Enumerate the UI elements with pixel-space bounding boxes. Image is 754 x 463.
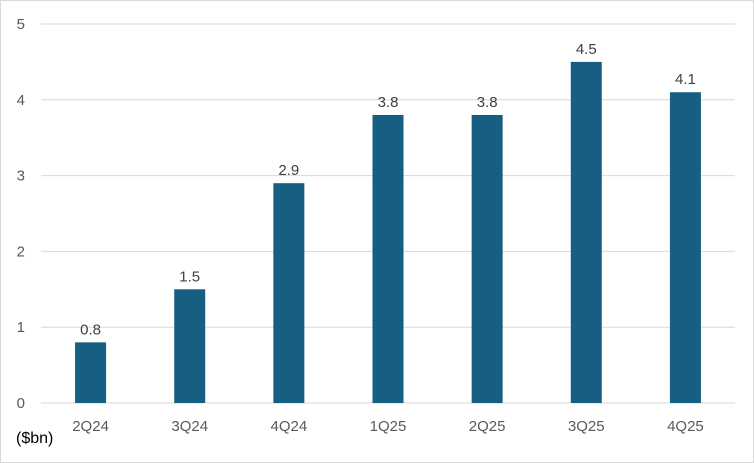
y-tick-label: 3 bbox=[17, 168, 25, 185]
y-tick-label: 4 bbox=[17, 92, 25, 109]
bar-4q24 bbox=[273, 183, 305, 403]
bar-1q25 bbox=[372, 114, 404, 404]
y-axis-ticks: 0 1 2 3 4 5 bbox=[17, 16, 25, 412]
bars bbox=[75, 61, 701, 404]
data-label: 2.9 bbox=[278, 162, 299, 179]
y-tick-label: 0 bbox=[17, 395, 25, 412]
bar-4q25 bbox=[669, 92, 701, 403]
x-axis-ticks: 2Q24 3Q24 4Q24 1Q25 2Q25 3Q25 4Q25 bbox=[72, 418, 704, 435]
y-tick-label: 2 bbox=[17, 243, 25, 260]
y-axis-unit-label: ($bn) bbox=[16, 430, 53, 447]
bar-2q24 bbox=[75, 342, 107, 403]
x-tick-label: 4Q24 bbox=[271, 418, 308, 435]
y-tick-label: 1 bbox=[17, 319, 25, 336]
data-label: 1.5 bbox=[179, 268, 200, 285]
data-label: 0.8 bbox=[80, 321, 101, 338]
bar-3q25 bbox=[570, 61, 602, 404]
x-tick-label: 3Q24 bbox=[171, 418, 208, 435]
data-label: 3.8 bbox=[477, 94, 498, 111]
y-tick-label: 5 bbox=[17, 16, 25, 33]
x-tick-label: 4Q25 bbox=[667, 418, 704, 435]
x-tick-label: 2Q24 bbox=[72, 418, 109, 435]
x-tick-label: 2Q25 bbox=[469, 418, 506, 435]
x-tick-label: 3Q25 bbox=[568, 418, 605, 435]
gridlines bbox=[41, 23, 735, 404]
data-labels: 0.8 1.5 2.9 3.8 3.8 4.5 4.1 bbox=[80, 41, 696, 338]
bar-2q25 bbox=[471, 114, 503, 404]
x-tick-label: 1Q25 bbox=[370, 418, 407, 435]
bar-3q24 bbox=[174, 289, 206, 403]
data-label: 4.5 bbox=[576, 41, 597, 58]
data-label: 3.8 bbox=[378, 94, 399, 111]
data-label: 4.1 bbox=[675, 71, 696, 88]
